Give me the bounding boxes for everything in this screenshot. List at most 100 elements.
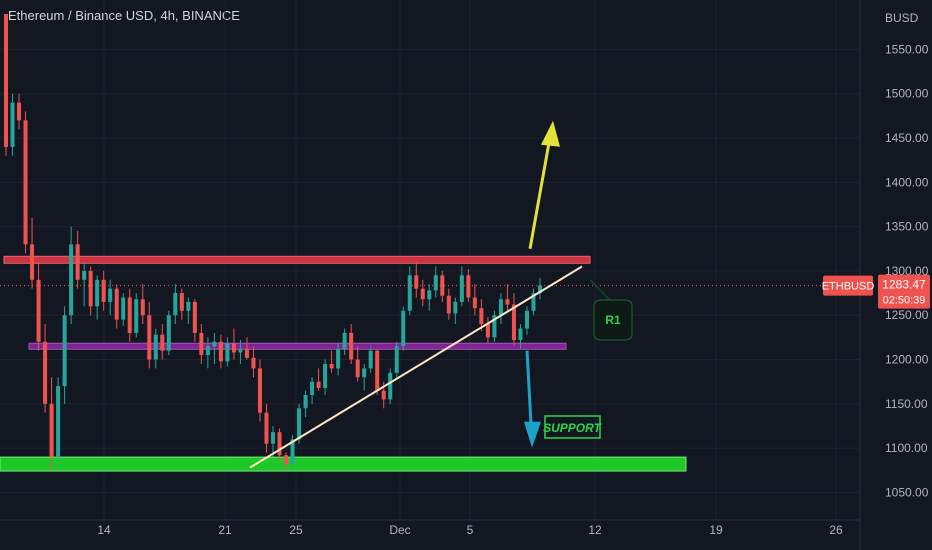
candle-body	[472, 297, 477, 309]
candle-body	[17, 102, 22, 121]
candle	[355, 346, 360, 382]
candle-body	[407, 275, 412, 311]
candle	[316, 368, 321, 391]
y-tick-label: 1200.00	[885, 353, 929, 367]
candle	[62, 306, 67, 404]
price-axis[interactable]: 1050.00 1100.00 1150.00 1200.00 1250.00 1300.…	[885, 11, 929, 499]
x-tick-label: 25	[289, 523, 303, 537]
support-label-box[interactable]	[544, 415, 601, 439]
candle-body	[3, 13, 9, 147]
y-tick-label: 1450.00	[885, 131, 929, 145]
candle	[114, 284, 119, 329]
symbol-tag-label: ETHBUSD	[822, 281, 875, 293]
candle-body	[244, 348, 249, 358]
y-tick-label: 1350.00	[885, 220, 929, 234]
candle-body	[10, 102, 15, 147]
candle-body	[492, 315, 497, 338]
price-tags: ETHBUSD 1283.47 02:50:39	[822, 274, 930, 309]
candle	[472, 284, 477, 316]
candle	[88, 266, 93, 316]
r1-callout-pointer	[589, 279, 611, 301]
y-tick-label: 1500.00	[885, 87, 929, 101]
trendline[interactable]	[249, 265, 583, 469]
candle-body	[264, 412, 269, 444]
y-tick-label: 1100.00	[885, 441, 928, 455]
candle	[323, 359, 328, 395]
candle-body	[179, 293, 184, 311]
candle-body	[524, 310, 529, 329]
candle-body	[401, 310, 406, 347]
candle-body	[518, 328, 523, 341]
candle	[127, 288, 132, 342]
candle	[30, 217, 35, 289]
candle	[140, 284, 145, 325]
candle-body	[303, 394, 308, 409]
price-tag-countdown: 02:50:39	[883, 295, 926, 307]
candle	[75, 231, 80, 289]
candle-body	[459, 275, 464, 302]
candle-body	[355, 359, 360, 378]
candle-body	[511, 304, 516, 341]
r1-label: R1	[605, 313, 621, 327]
candle-body	[49, 403, 54, 457]
candle	[290, 434, 295, 468]
candle-body	[75, 244, 80, 280]
candle-body	[134, 299, 139, 333]
candle	[251, 346, 256, 378]
y-tick-label: 1400.00	[885, 175, 929, 189]
resistance-zone[interactable]	[3, 255, 591, 264]
support-label: SUPPORT	[543, 421, 602, 435]
candle	[231, 328, 236, 360]
candle	[375, 348, 380, 395]
r1-callout-box[interactable]	[593, 299, 633, 341]
candle-body	[121, 297, 126, 320]
candle-body	[147, 315, 152, 360]
candle	[23, 111, 28, 254]
up-arrow-shaft[interactable]	[528, 142, 551, 250]
candle	[10, 93, 15, 156]
candle	[270, 425, 276, 457]
up-arrow-head[interactable]	[541, 120, 560, 147]
candle	[485, 317, 490, 344]
support-zone[interactable]	[0, 456, 687, 472]
candle-body	[88, 270, 93, 307]
candle	[433, 266, 438, 298]
mid-zone[interactable]	[28, 342, 567, 350]
candle	[199, 324, 204, 364]
candle	[166, 310, 171, 356]
candle	[342, 328, 347, 356]
time-axis[interactable]: 14 21 25 Dec 5 12 19 26	[97, 523, 843, 537]
y-tick-label: 1550.00	[885, 42, 929, 56]
drawings-layer[interactable]: R1 SUPPORT	[0, 120, 860, 469]
candle-body	[433, 275, 438, 291]
down-arrow-shaft[interactable]	[525, 350, 533, 424]
candle	[349, 324, 354, 364]
candle-body	[212, 341, 217, 347]
candle-body	[498, 299, 503, 316]
candle	[336, 343, 341, 376]
candle	[505, 284, 510, 311]
candle-body	[394, 346, 399, 373]
candle	[212, 332, 217, 364]
candle	[238, 340, 243, 364]
level-zones[interactable]	[0, 255, 687, 472]
candle-body	[114, 288, 119, 320]
price-tag	[878, 274, 930, 309]
candle-body	[446, 295, 451, 314]
candle-body	[420, 288, 425, 300]
candle	[173, 284, 178, 325]
candle-body	[290, 439, 295, 465]
candle	[121, 293, 126, 326]
candle-body	[160, 334, 165, 351]
candle-body	[336, 348, 341, 369]
candle	[394, 341, 399, 378]
candle-body	[95, 279, 100, 307]
candle-body	[166, 315, 171, 351]
candle-body	[225, 343, 230, 362]
down-arrow-head[interactable]	[524, 421, 541, 448]
candle-body	[310, 381, 315, 395]
candle-body	[257, 368, 262, 413]
candle	[179, 288, 184, 320]
candle-body	[69, 244, 74, 316]
